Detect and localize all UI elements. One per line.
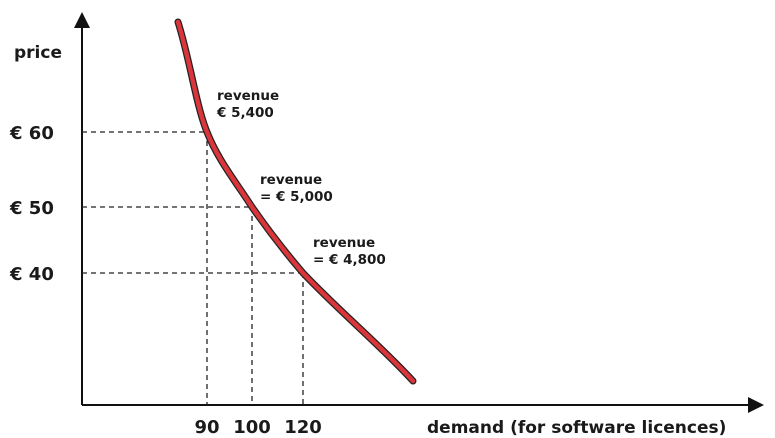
annotation-value-2: = € 4,800 [313,252,386,268]
y-tick-label-2: € 40 [9,264,54,285]
data-points [205,130,305,275]
data-point-1 [250,205,254,209]
x-tick-labels: 90 100 120 [194,417,321,438]
y-tick-label-1: € 50 [9,198,54,219]
data-point-0 [205,130,209,134]
x-axis-title: demand (for software licences) [427,418,726,438]
annotation-label-1: revenue [260,172,322,188]
guide-lines [82,131,304,405]
y-tick-labels: € 60 € 50 € 40 [9,123,54,285]
annotation-value-0: € 5,400 [216,105,274,121]
y-axis-title: price [14,43,62,63]
annotation-label-0: revenue [217,88,279,104]
x-tick-label-0: 90 [194,417,219,438]
x-tick-label-2: 120 [284,417,322,438]
annotation-label-2: revenue [313,235,375,251]
data-point-2 [301,271,305,275]
x-tick-label-1: 100 [233,417,271,438]
annotation-value-1: = € 5,000 [260,189,333,205]
y-tick-label-0: € 60 [9,123,54,144]
